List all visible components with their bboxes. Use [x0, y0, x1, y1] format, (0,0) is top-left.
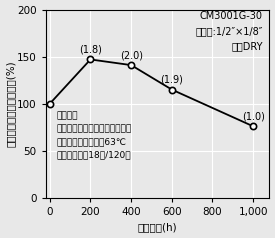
Text: サンシャインウェザーメーター: サンシャインウェザーメーター [57, 124, 132, 134]
Text: CM3001G-30: CM3001G-30 [200, 11, 263, 21]
Text: 降雨サイクル18分/120分: 降雨サイクル18分/120分 [57, 151, 131, 160]
Text: ブラックパネル温度63℃: ブラックパネル温度63℃ [57, 138, 127, 147]
Text: (1.9): (1.9) [160, 75, 183, 85]
Text: (2.0): (2.0) [120, 50, 143, 60]
Text: 初期DRY: 初期DRY [231, 42, 263, 52]
Text: (1.8): (1.8) [79, 45, 102, 55]
Text: 試験片:1/2″×1/8″: 試験片:1/2″×1/8″ [195, 26, 263, 36]
Text: (1.0): (1.0) [242, 112, 265, 122]
Text: 照射条件: 照射条件 [57, 111, 78, 120]
Y-axis label: ノッチ無衝撃強さ保持率(%): ノッチ無衝撃強さ保持率(%) [6, 60, 16, 147]
X-axis label: 照射時間(h): 照射時間(h) [138, 223, 177, 233]
